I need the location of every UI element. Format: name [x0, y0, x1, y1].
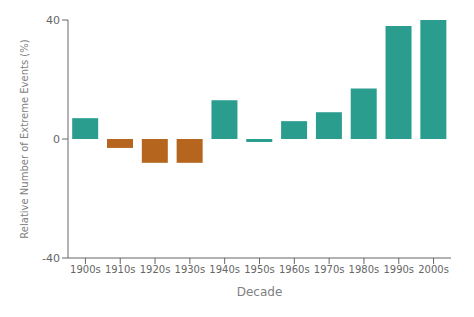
svg-text:2000s: 2000s [418, 264, 449, 275]
svg-text:1900s: 1900s [70, 264, 101, 275]
svg-text:1950s: 1950s [244, 264, 275, 275]
svg-text:Decade: Decade [237, 285, 283, 299]
svg-text:-40: -40 [42, 252, 60, 265]
svg-text:Relative Number of Extreme Eve: Relative Number of Extreme Events (%) [19, 39, 30, 238]
svg-text:1910s: 1910s [105, 264, 136, 275]
svg-text:1960s: 1960s [279, 264, 310, 275]
svg-text:1920s: 1920s [140, 264, 171, 275]
svg-text:0: 0 [53, 133, 60, 146]
svg-text:1970s: 1970s [314, 264, 345, 275]
svg-text:1940s: 1940s [209, 264, 240, 275]
svg-text:40: 40 [46, 14, 60, 27]
svg-text:1930s: 1930s [175, 264, 206, 275]
svg-text:1980s: 1980s [349, 264, 380, 275]
svg-text:1990s: 1990s [383, 264, 414, 275]
